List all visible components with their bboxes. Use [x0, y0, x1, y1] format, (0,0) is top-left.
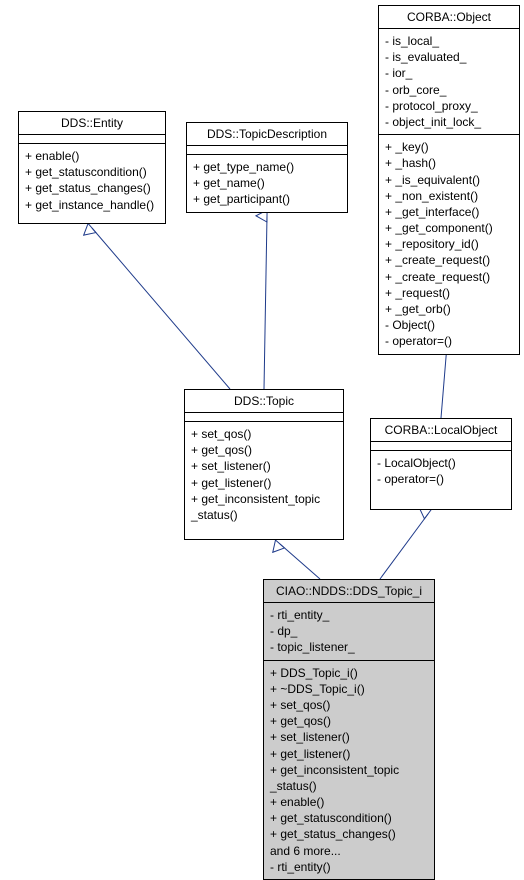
class-ciao-ndds-dds-topic-i: CIAO::NDDS::DDS_Topic_i - rti_entity_- d…: [263, 579, 435, 880]
attrs-section: [371, 442, 511, 451]
member-attr: - ior_: [385, 65, 513, 81]
member-op: + set_qos(): [191, 426, 337, 442]
member-op: + DDS_Topic_i(): [270, 665, 428, 681]
ops-section: + _key()+ _hash()+ _is_equivalent()+ _no…: [385, 139, 513, 349]
member-op: + enable(): [270, 794, 428, 810]
attrs-section: [187, 146, 347, 155]
class-title: DDS::TopicDescription: [187, 123, 347, 146]
member-op: - LocalObject(): [377, 455, 505, 471]
member-op: + get_participant(): [193, 191, 341, 207]
member-attr: - rti_entity_: [270, 607, 428, 623]
member-op: + _get_component(): [385, 220, 513, 236]
member-op: _status(): [191, 507, 337, 523]
attrs-section: [185, 413, 343, 422]
member-op: - operator=(): [377, 471, 505, 487]
member-op: + ~DDS_Topic_i(): [270, 681, 428, 697]
member-op: + _get_interface(): [385, 204, 513, 220]
class-title: CIAO::NDDS::DDS_Topic_i: [264, 580, 434, 603]
ops-section: - LocalObject()- operator=(): [377, 455, 505, 487]
member-op: + _create_request(): [385, 269, 513, 285]
inherit-edge: [380, 514, 428, 579]
member-op: + get_name(): [193, 175, 341, 191]
inherit-edge: [264, 216, 267, 389]
ops-section: + enable()+ get_statuscondition()+ get_s…: [25, 148, 159, 213]
member-op: + _get_orb(): [385, 301, 513, 317]
member-op: + enable(): [25, 148, 159, 164]
member-op: + set_qos(): [270, 697, 428, 713]
member-op: + get_inconsistent_topic: [270, 762, 428, 778]
inherit-edge: [92, 228, 230, 389]
member-attr: - topic_listener_: [270, 639, 428, 655]
attrs-section: - is_local_- is_evaluated_- ior_- orb_co…: [385, 33, 513, 130]
member-op: + get_status_changes(): [25, 180, 159, 196]
member-op: + get_type_name(): [193, 159, 341, 175]
member-op: - Object(): [385, 317, 513, 333]
member-op: + _is_equivalent(): [385, 172, 513, 188]
ops-section: + DDS_Topic_i()+ ~DDS_Topic_i()+ set_qos…: [270, 665, 428, 875]
ops-section: + set_qos()+ get_qos()+ set_listener()+ …: [191, 426, 337, 523]
member-op: + get_statuscondition(): [270, 810, 428, 826]
class-title: CORBA::Object: [379, 6, 519, 29]
member-op: + get_qos(): [270, 713, 428, 729]
member-attr: - is_evaluated_: [385, 49, 513, 65]
member-op: + _request(): [385, 285, 513, 301]
member-op: + _non_existent(): [385, 188, 513, 204]
member-op: + _create_request(): [385, 252, 513, 268]
member-op: and 6 more...: [270, 843, 428, 859]
member-op: + get_listener(): [270, 746, 428, 762]
attrs-section: [19, 135, 165, 144]
member-op: + get_listener(): [191, 475, 337, 491]
member-op: + get_inconsistent_topic: [191, 491, 337, 507]
member-attr: - object_init_lock_: [385, 114, 513, 130]
member-attr: - protocol_proxy_: [385, 98, 513, 114]
member-attr: - orb_core_: [385, 82, 513, 98]
member-op: + get_statuscondition(): [25, 164, 159, 180]
member-op: + set_listener(): [270, 729, 428, 745]
class-dds-topicdescription: DDS::TopicDescription + get_type_name()+…: [186, 122, 348, 213]
ops-section: + get_type_name()+ get_name()+ get_parti…: [193, 159, 341, 208]
member-attr: - is_local_: [385, 33, 513, 49]
member-op: _status(): [270, 778, 428, 794]
member-op: + get_instance_handle(): [25, 197, 159, 213]
member-op: - operator=(): [385, 333, 513, 349]
class-dds-entity: DDS::Entity + enable()+ get_statuscondit…: [18, 111, 166, 224]
member-op: + set_listener(): [191, 458, 337, 474]
member-op: + _hash(): [385, 155, 513, 171]
member-op: + get_status_changes(): [270, 826, 428, 842]
member-op: + _repository_id(): [385, 236, 513, 252]
class-dds-topic: DDS::Topic + set_qos()+ get_qos()+ set_l…: [184, 389, 344, 540]
inherit-edge: [280, 544, 320, 579]
class-corba-localobject: CORBA::LocalObject - LocalObject()- oper…: [370, 418, 512, 510]
class-title: DDS::Entity: [19, 112, 165, 135]
class-title: DDS::Topic: [185, 390, 343, 413]
class-corba-object: CORBA::Object - is_local_- is_evaluated_…: [378, 5, 520, 355]
member-op: - rti_entity(): [270, 859, 428, 875]
member-attr: - dp_: [270, 623, 428, 639]
member-op: + _key(): [385, 139, 513, 155]
class-title: CORBA::LocalObject: [371, 419, 511, 442]
member-op: + get_qos(): [191, 442, 337, 458]
attrs-section: - rti_entity_- dp_- topic_listener_: [270, 607, 428, 656]
